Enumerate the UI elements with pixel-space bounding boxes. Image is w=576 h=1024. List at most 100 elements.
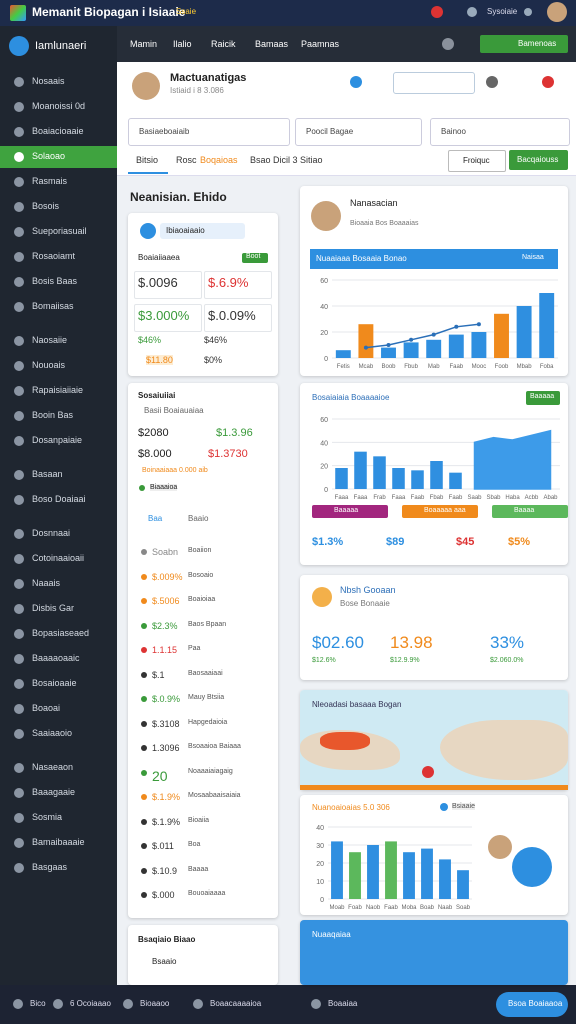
nav-label[interactable]: Bopasiaseaed	[32, 628, 90, 638]
nav-item[interactable]: Booin Bas	[0, 405, 117, 427]
nav-item[interactable]: Bamaibaaaie	[0, 832, 117, 854]
nav-tab[interactable]: Paamnas	[301, 39, 340, 49]
nav-item[interactable]: RasmaisRasmais	[0, 171, 117, 193]
nav-label[interactable]: Basgaas	[32, 862, 68, 872]
nav-label[interactable]: Baaaaoaaic	[32, 653, 80, 663]
nav-label[interactable]: Rasmais	[32, 176, 68, 186]
nav-item[interactable]: SolaoaoSolaoao	[0, 146, 117, 168]
tab[interactable]: Boqaioas	[200, 155, 238, 165]
nav-item[interactable]: Sueporiasuail	[0, 221, 117, 243]
nav-item[interactable]: Dosanpaiaie	[0, 430, 117, 452]
nav-label[interactable]: Boso Doaiaai	[32, 494, 86, 504]
nav-label[interactable]: Disbis Gar	[32, 603, 75, 613]
nav-item[interactable]: Moanoissi 0d	[0, 96, 117, 118]
nav-label[interactable]: Rapaisiaiiaie	[32, 385, 84, 395]
nav-item[interactable]: RapaisiaiiaieRapaisiaiiaie	[0, 380, 117, 402]
nav-label[interactable]: Sosmia	[32, 812, 63, 822]
bottom-label[interactable]: Bioaaoo	[140, 999, 170, 1008]
filter-select[interactable]: Poocil Bagae	[295, 118, 422, 146]
nav-label[interactable]: Boaiacioaaie	[32, 126, 84, 136]
chart-card: Nanasacian Bioaaia Bos Boaaaias Nuaaiaaa B…	[300, 186, 568, 376]
nav-label[interactable]: Bosis Baas	[32, 276, 78, 286]
nav-label[interactable]: Bamaibaaaie	[32, 837, 85, 847]
nav-label[interactable]: Basaan	[32, 469, 63, 479]
nav-label[interactable]: Nouoais	[32, 360, 66, 370]
primary-button[interactable]: Bsoa Boaiaaoa	[496, 992, 568, 1017]
nav-label[interactable]: Nosaais	[32, 76, 65, 86]
nav-item[interactable]: Saaiaaoio	[0, 723, 117, 745]
filter-label[interactable]: Basiaeboaiaib	[139, 127, 190, 136]
nav-label[interactable]: Baaagaaie	[32, 787, 76, 797]
nav-tab[interactable]: Raicik	[211, 39, 236, 49]
nav-label[interactable]: Boaoai	[32, 703, 61, 713]
nav-icon	[14, 863, 24, 873]
nav-label[interactable]: Dosnnaai	[32, 528, 71, 538]
nav-label[interactable]: Bosois	[32, 201, 60, 211]
nav-label[interactable]: Nasaeaon	[32, 762, 74, 772]
nav-label[interactable]: Bomaiisas	[32, 301, 74, 311]
nav-item[interactable]: Cotoinaaioaii	[0, 548, 117, 570]
nav-item[interactable]: Baaaaoaaic	[0, 648, 117, 670]
bar	[516, 306, 532, 358]
tab[interactable]: Rosc	[176, 155, 197, 165]
nav-item[interactable]: Disbis GarDisbis Gar	[0, 598, 117, 620]
nav-label[interactable]: Cotoinaaioaii	[32, 553, 85, 563]
card-button[interactable]: Baaaaa	[526, 391, 560, 405]
secondary-button[interactable]: Froiquc	[448, 150, 506, 172]
button-label[interactable]: Froiquc	[463, 156, 490, 165]
nav-label[interactable]: Solaoao	[32, 151, 66, 161]
nav-item[interactable]: NosaaisNosaais	[0, 71, 117, 93]
nav-item[interactable]: Baaagaaie	[0, 782, 117, 804]
nav-item[interactable]: Basaan	[0, 464, 117, 486]
tab[interactable]: Baaio	[188, 514, 209, 523]
button-label[interactable]: Bsoa Boaiaaoa	[508, 999, 563, 1008]
nav-item[interactable]: Bosois	[0, 196, 117, 218]
primary-button[interactable]: Bacqaiouss	[509, 150, 568, 170]
button-label[interactable]: Baaaaa	[530, 393, 555, 400]
nav-label[interactable]: Saaiaaoio	[32, 728, 73, 738]
nav-label[interactable]: Rosaoiamt	[32, 251, 76, 261]
bottom-label[interactable]: Boaaiaa	[328, 999, 358, 1008]
nav-label[interactable]: Moanoissi 0d	[32, 101, 86, 111]
nav-item[interactable]: BoaoaiBoaoai	[0, 698, 117, 720]
tab[interactable]: Bitsio	[136, 155, 159, 165]
nav-item[interactable]: Bosaioaaie	[0, 673, 117, 695]
nav-tab[interactable]: Bamaas	[255, 39, 289, 49]
nav-item[interactable]: Bopasiaseaed	[0, 623, 117, 645]
tab[interactable]: Bsao Dicil 3 Sitiao	[250, 155, 323, 165]
button-label[interactable]: Bamenoas	[518, 39, 557, 48]
nav-tab[interactable]: Ilalio	[173, 39, 192, 49]
nav-item[interactable]: Boso DoaiaaiBoso Doaiaai	[0, 489, 117, 511]
nav-item[interactable]: Rosaoiamt	[0, 246, 117, 268]
nav-item[interactable]: Bomaiisas	[0, 296, 117, 318]
filter-select[interactable]: Basiaeboaiaib	[128, 118, 290, 146]
x-tick-label: Mbab	[517, 364, 533, 370]
nav-item[interactable]: Naosaiie	[0, 330, 117, 352]
nav-label[interactable]: Sueporiasuail	[32, 226, 87, 236]
nav-label[interactable]: Dosanpaiaie	[32, 435, 83, 445]
filter-label[interactable]: Bainoo	[441, 127, 466, 136]
button-label[interactable]: Bacqaiouss	[517, 155, 559, 164]
primary-button[interactable]: Bamenoas	[480, 35, 568, 53]
bottom-label[interactable]: 6 Ocoiaaao	[70, 999, 111, 1008]
nav-item[interactable]: SosmiaSosmia	[0, 807, 117, 829]
nav-item[interactable]: Nasaeaon	[0, 757, 117, 779]
nav-item[interactable]: Bosis BaasBosis Baas	[0, 271, 117, 293]
tab[interactable]: Baa	[148, 514, 163, 523]
nav-label[interactable]: Bosaioaaie	[32, 678, 77, 688]
nav-item[interactable]: Dosnnaai	[0, 523, 117, 545]
nav-item[interactable]: Naaais	[0, 573, 117, 595]
nav-tab[interactable]: Mamin	[130, 39, 158, 49]
nav-label[interactable]: Booin Bas	[32, 410, 74, 420]
nav-item[interactable]: Basgaas	[0, 857, 117, 879]
nav-item[interactable]: Nouoais	[0, 355, 117, 377]
nav-label[interactable]: Naosaiie	[32, 335, 68, 345]
nav-label[interactable]: Naaais	[32, 578, 61, 588]
filter-label[interactable]: Poocil Bagae	[306, 127, 354, 136]
badge: Biaaaioa	[150, 484, 178, 491]
nav-item[interactable]: Boaiacioaaie	[0, 121, 117, 143]
profile-name: Mactuanatigas	[170, 72, 247, 84]
bottom-label[interactable]: Bico	[30, 999, 46, 1008]
filter-select[interactable]: Bainoo	[430, 118, 570, 146]
bottom-label[interactable]: Boaacaaaaioa	[210, 999, 262, 1008]
